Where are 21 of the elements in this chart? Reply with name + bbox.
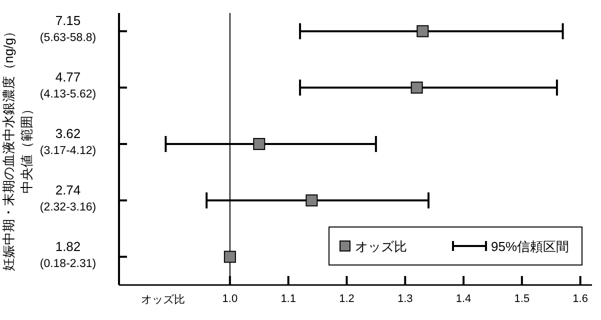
point bbox=[416, 25, 429, 38]
y-tick-label: 7.15 (5.63-58.8) bbox=[40, 13, 96, 44]
x-tick-label: 1.5 bbox=[514, 293, 530, 305]
x-tick-label: 1.4 bbox=[456, 293, 472, 305]
y-tick-label: 4.77 (4.13-5.62) bbox=[40, 70, 96, 101]
annotation: 95%信頼区間 bbox=[491, 239, 570, 254]
legend-label: オッズ比 bbox=[355, 239, 407, 254]
y-axis-title: 妊娠中期・末期の血液中水銀濃度（ng/g）中央値（範囲） bbox=[1, 24, 34, 272]
point bbox=[306, 194, 318, 206]
y-tick-label: 1.82 (0.18-2.31) bbox=[40, 238, 96, 270]
point bbox=[253, 138, 266, 150]
x-tick-label: 1.0 bbox=[222, 293, 238, 305]
point bbox=[410, 82, 423, 94]
x-tick-label: 1.2 bbox=[339, 293, 354, 305]
y-tick-label: 2.74 (2.32-3.16) bbox=[40, 182, 96, 214]
x-tick-label: 1.1 bbox=[280, 293, 296, 305]
x-tick-label: 1.6 bbox=[572, 293, 588, 305]
x-axis-title: オッズ比 bbox=[141, 293, 185, 306]
x-tick-label: 1.3 bbox=[397, 293, 413, 305]
point bbox=[224, 250, 236, 263]
y-tick-label: 3.62 (3.17-4.12) bbox=[40, 126, 96, 157]
